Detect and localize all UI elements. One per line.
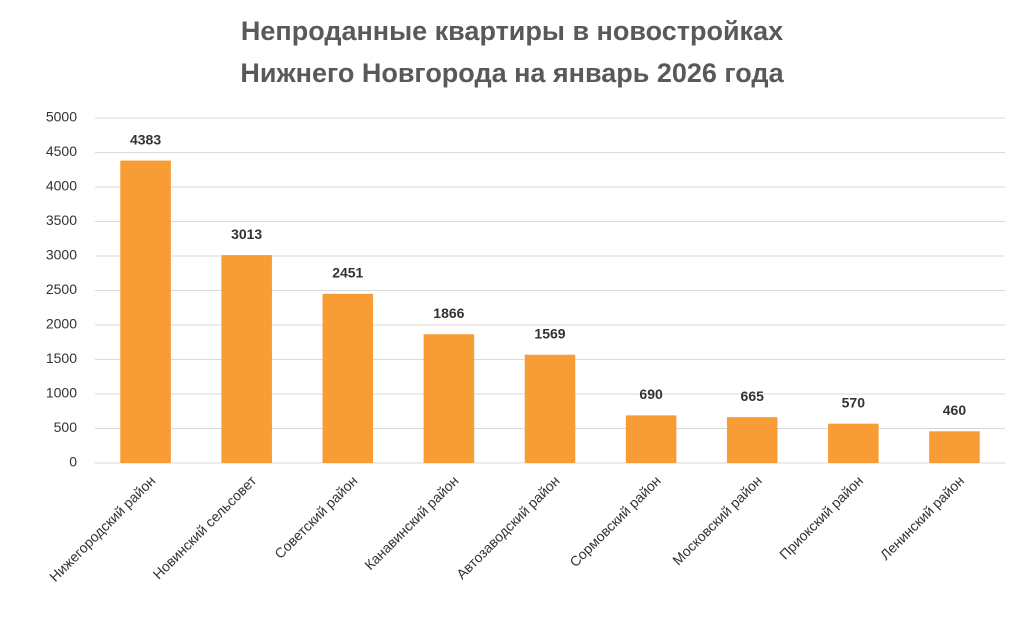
y-tick-label: 0: [69, 454, 77, 470]
bar: [322, 293, 374, 463]
data-label: 460: [943, 402, 967, 418]
bar: [221, 255, 272, 463]
bar: [423, 334, 475, 463]
chart-title: Нижнего Новгорода на январь 2026 года: [240, 58, 784, 88]
x-tick-label: Советский район: [271, 472, 360, 561]
x-tick-label: Московский район: [669, 472, 765, 568]
bar: [120, 160, 171, 463]
data-label: 1569: [534, 325, 565, 341]
y-tick-label: 2000: [46, 316, 77, 332]
y-tick-label: 500: [54, 419, 78, 435]
y-tick-label: 3000: [46, 247, 77, 263]
data-label: 690: [639, 386, 663, 402]
y-tick-label: 1000: [46, 385, 77, 401]
y-tick-label: 1500: [46, 350, 77, 366]
y-tick-label: 2500: [46, 281, 77, 297]
x-tick-label: Автозаводский район: [453, 472, 563, 582]
x-tick-label: Нижегородский район: [46, 472, 158, 584]
x-tick-label: Ленинский район: [877, 472, 967, 562]
y-tick-label: 4500: [46, 143, 77, 159]
y-tick-label: 5000: [46, 109, 77, 125]
bar: [726, 417, 778, 463]
data-label: 4383: [130, 131, 161, 147]
bar: [625, 415, 677, 463]
bar: [828, 423, 879, 463]
data-label: 2451: [332, 265, 363, 281]
x-tick-label: Новинский сельсовет: [150, 472, 260, 582]
x-tick-label: Сормовский район: [566, 472, 664, 570]
x-tick-label: Приокский район: [776, 472, 866, 562]
data-label: 665: [741, 388, 765, 404]
data-label: 570: [842, 394, 866, 410]
x-tick-label: Канавинский район: [361, 472, 461, 572]
y-tick-label: 3500: [46, 212, 77, 228]
bar: [524, 354, 576, 463]
data-label: 1866: [433, 305, 464, 321]
chart-title: Непроданные квартиры в новостройках: [241, 16, 783, 46]
data-label: 3013: [231, 226, 262, 242]
bar: [929, 431, 980, 463]
y-tick-label: 4000: [46, 178, 77, 194]
